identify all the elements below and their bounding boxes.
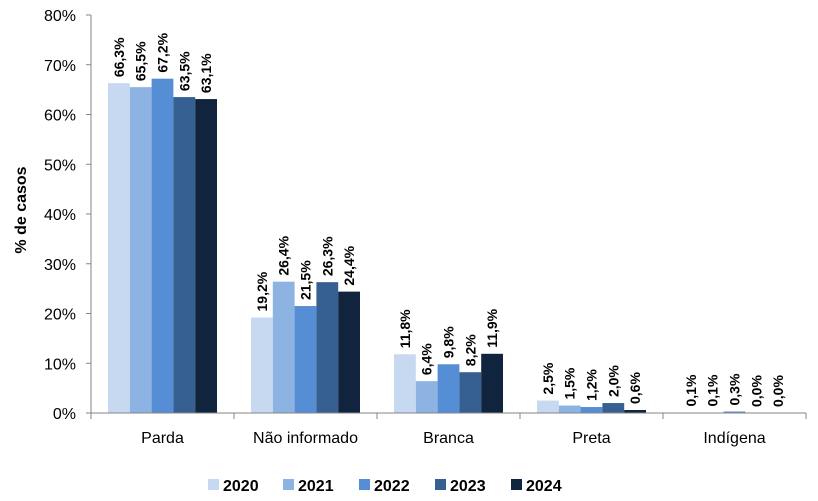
- data-label: 0,0%: [748, 375, 764, 407]
- data-label: 24,4%: [341, 245, 357, 285]
- legend-label: 2021: [298, 478, 334, 495]
- bar: [338, 291, 360, 413]
- data-label: 11,8%: [397, 309, 413, 348]
- bar: [415, 381, 438, 413]
- data-label: 0,1%: [705, 374, 721, 406]
- bar: [723, 411, 746, 413]
- data-label: 11,9%: [484, 308, 500, 347]
- x-tick-label: Preta: [572, 430, 610, 447]
- data-label: 8,2%: [462, 334, 478, 366]
- data-label: 65,5%: [133, 41, 149, 81]
- legend: 2020 2021 2022 2023 2024: [208, 478, 562, 495]
- x-tick-label: Indígena: [703, 430, 765, 447]
- y-tick-label: 30%: [44, 257, 76, 274]
- legend-swatch: [435, 479, 446, 490]
- legend-label: 2022: [374, 478, 410, 495]
- legend-swatch: [208, 479, 219, 490]
- y-axis: 0% 10% 20% 30% 40% 50% 60% 70% 80%: [44, 8, 92, 423]
- y-tick-label: 0%: [53, 406, 76, 423]
- bar: [394, 354, 416, 413]
- bar: [624, 410, 646, 413]
- data-label: 63,1%: [198, 53, 214, 93]
- bar: [558, 405, 581, 413]
- data-labels: 66,3% 19,2% 11,8% 2,5% 0,1% 65,5% 26,4% 6,4% 1,5…: [111, 32, 786, 407]
- data-label: 1,2%: [584, 369, 600, 401]
- y-tick-label: 60%: [44, 108, 76, 125]
- bar: [316, 282, 339, 413]
- x-tick-label: Parda: [141, 430, 184, 447]
- data-label: 2,5%: [540, 362, 556, 394]
- y-tick-label: 70%: [44, 58, 76, 75]
- x-tick-label: Não informado: [253, 430, 358, 447]
- data-label: 67,2%: [155, 32, 171, 72]
- legend-swatch: [511, 479, 522, 490]
- bar: [195, 99, 217, 413]
- bar: [129, 87, 152, 413]
- x-axis: Parda Não informado Branca Preta Indígena: [90, 412, 807, 447]
- bar: [580, 407, 603, 413]
- data-label: 26,4%: [276, 235, 292, 275]
- y-tick-label: 20%: [44, 307, 76, 324]
- data-label: 0,3%: [727, 373, 743, 405]
- bar: [151, 78, 174, 414]
- bar: [294, 306, 317, 413]
- legend-label: 2020: [223, 478, 259, 495]
- y-tick-label: 50%: [44, 157, 76, 174]
- bar: [437, 364, 460, 413]
- legend-swatch: [359, 479, 370, 490]
- y-tick-label: 10%: [44, 356, 76, 373]
- data-label: 1,5%: [562, 367, 578, 399]
- legend-label: 2023: [450, 478, 486, 495]
- data-label: 63,5%: [176, 51, 192, 91]
- data-label: 19,2%: [254, 271, 270, 311]
- data-label: 0,0%: [770, 375, 786, 407]
- bar: [108, 83, 130, 413]
- x-tick-label: Branca: [423, 430, 474, 447]
- bar: [173, 97, 196, 414]
- y-tick-label: 80%: [44, 8, 76, 25]
- legend-label: 2024: [526, 478, 562, 495]
- bar: [459, 372, 482, 413]
- data-label: 9,8%: [441, 326, 457, 358]
- bars: [108, 78, 746, 414]
- data-label: 0,6%: [627, 372, 643, 404]
- y-tick-label: 40%: [44, 207, 76, 224]
- data-label: 66,3%: [111, 37, 127, 77]
- legend-swatch: [283, 479, 294, 490]
- data-label: 21,5%: [298, 260, 314, 300]
- bar: [251, 317, 273, 413]
- data-label: 26,3%: [319, 236, 335, 276]
- bar: [481, 353, 503, 413]
- bar: [537, 400, 559, 413]
- y-axis-label: % de casos: [13, 166, 30, 253]
- data-label: 0,1%: [683, 374, 699, 406]
- bar: [602, 403, 625, 413]
- bar: [272, 281, 295, 413]
- data-label: 6,4%: [419, 343, 435, 375]
- data-label: 2,0%: [605, 365, 621, 397]
